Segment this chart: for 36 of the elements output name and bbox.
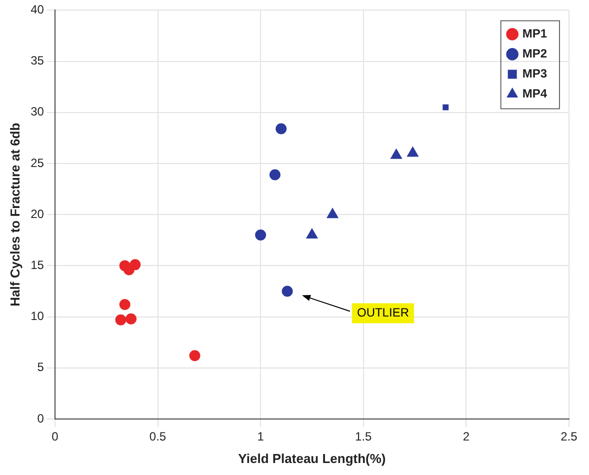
y-tick-label: 25 bbox=[30, 156, 44, 170]
annotation: OUTLIER bbox=[356, 306, 410, 320]
y-tick-label: 5 bbox=[37, 360, 44, 374]
point bbox=[276, 123, 287, 134]
x-tick-label: 2.5 bbox=[560, 430, 578, 444]
x-tick-label: 1 bbox=[257, 430, 264, 444]
x-tick-label: 1.5 bbox=[355, 430, 372, 444]
legend-label: MP3 bbox=[522, 66, 548, 81]
point bbox=[390, 148, 402, 159]
y-tick-label: 15 bbox=[30, 258, 44, 272]
y-axis-title: Half Cycles to Fracture at 6db bbox=[7, 122, 22, 306]
y-tick-label: 35 bbox=[30, 54, 44, 68]
y-tick-label: 40 bbox=[30, 2, 44, 17]
point bbox=[306, 228, 318, 239]
point bbox=[189, 350, 200, 362]
y-tick-label: 30 bbox=[30, 104, 44, 119]
point bbox=[269, 169, 280, 180]
point bbox=[407, 146, 418, 157]
point bbox=[115, 314, 126, 326]
x-tick-label: 0.5 bbox=[149, 430, 166, 444]
legend-label: MP1 bbox=[522, 26, 548, 41]
point bbox=[119, 299, 130, 310]
point bbox=[130, 259, 141, 270]
point bbox=[255, 230, 266, 241]
point bbox=[282, 286, 293, 297]
legend-label: MP4 bbox=[522, 86, 548, 101]
y-tick-label: 0 bbox=[37, 411, 44, 426]
legend-label: MP2 bbox=[522, 46, 548, 61]
x-tick-label: 0 bbox=[52, 430, 59, 444]
y-tick-label: 20 bbox=[30, 206, 44, 221]
x-axis-title: Yield Plateau Length(%) bbox=[238, 450, 386, 466]
point bbox=[442, 104, 449, 110]
point bbox=[126, 313, 137, 324]
point bbox=[326, 208, 338, 218]
x-tick-label: 2 bbox=[462, 430, 470, 444]
y-tick-label: 10 bbox=[30, 309, 44, 324]
